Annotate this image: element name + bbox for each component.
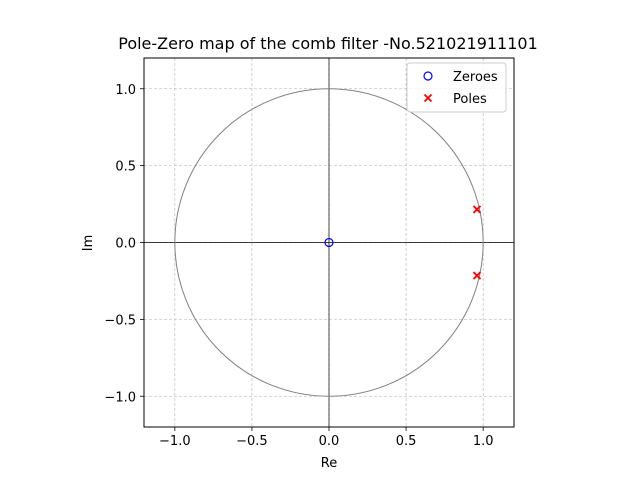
legend-label: Poles xyxy=(453,92,487,107)
legend-pole-marker xyxy=(423,93,433,103)
y-tick-label: 0.0 xyxy=(115,237,136,252)
legend: Zeroes Poles xyxy=(406,62,507,113)
pole-marker-stroke-b xyxy=(472,271,482,280)
y-tick-label: 1.0 xyxy=(115,83,136,98)
legend-entries: Zeroes Poles xyxy=(423,70,498,107)
legend-pole-marker-stroke-b xyxy=(423,93,433,103)
pole-marker xyxy=(472,271,482,280)
chart-title: Pole-Zero map of the comb filter -No.521… xyxy=(118,34,538,53)
y-tick-label: 0.5 xyxy=(115,160,136,175)
data-marks xyxy=(324,205,482,280)
x-tick-label: −0.5 xyxy=(236,434,268,449)
pole-marker xyxy=(472,205,482,214)
x-tick-label: 0.5 xyxy=(396,434,417,449)
pole-marker-stroke-b xyxy=(472,205,482,214)
unit-circle xyxy=(174,88,484,397)
legend-label: Zeroes xyxy=(453,70,498,85)
x-axis-label: Re xyxy=(321,456,337,471)
zero-marker xyxy=(324,237,334,248)
x-tick-label: −1.0 xyxy=(159,434,191,449)
y-tick-label: −1.0 xyxy=(104,390,136,405)
y-tick-label: −0.5 xyxy=(104,313,136,328)
axis-ticks: −1.0 −0.5 0.0 0.5 1.0 −1.0 −0.5 0.0 0.5 1.0 xyxy=(104,83,493,449)
unit-circle-layer xyxy=(174,88,484,397)
x-tick-label: 0.0 xyxy=(319,434,340,449)
x-tick-label: 1.0 xyxy=(473,434,494,449)
zero-axes xyxy=(144,58,514,427)
legend-zero-marker xyxy=(423,71,433,81)
y-axis-label: Im xyxy=(81,235,96,252)
